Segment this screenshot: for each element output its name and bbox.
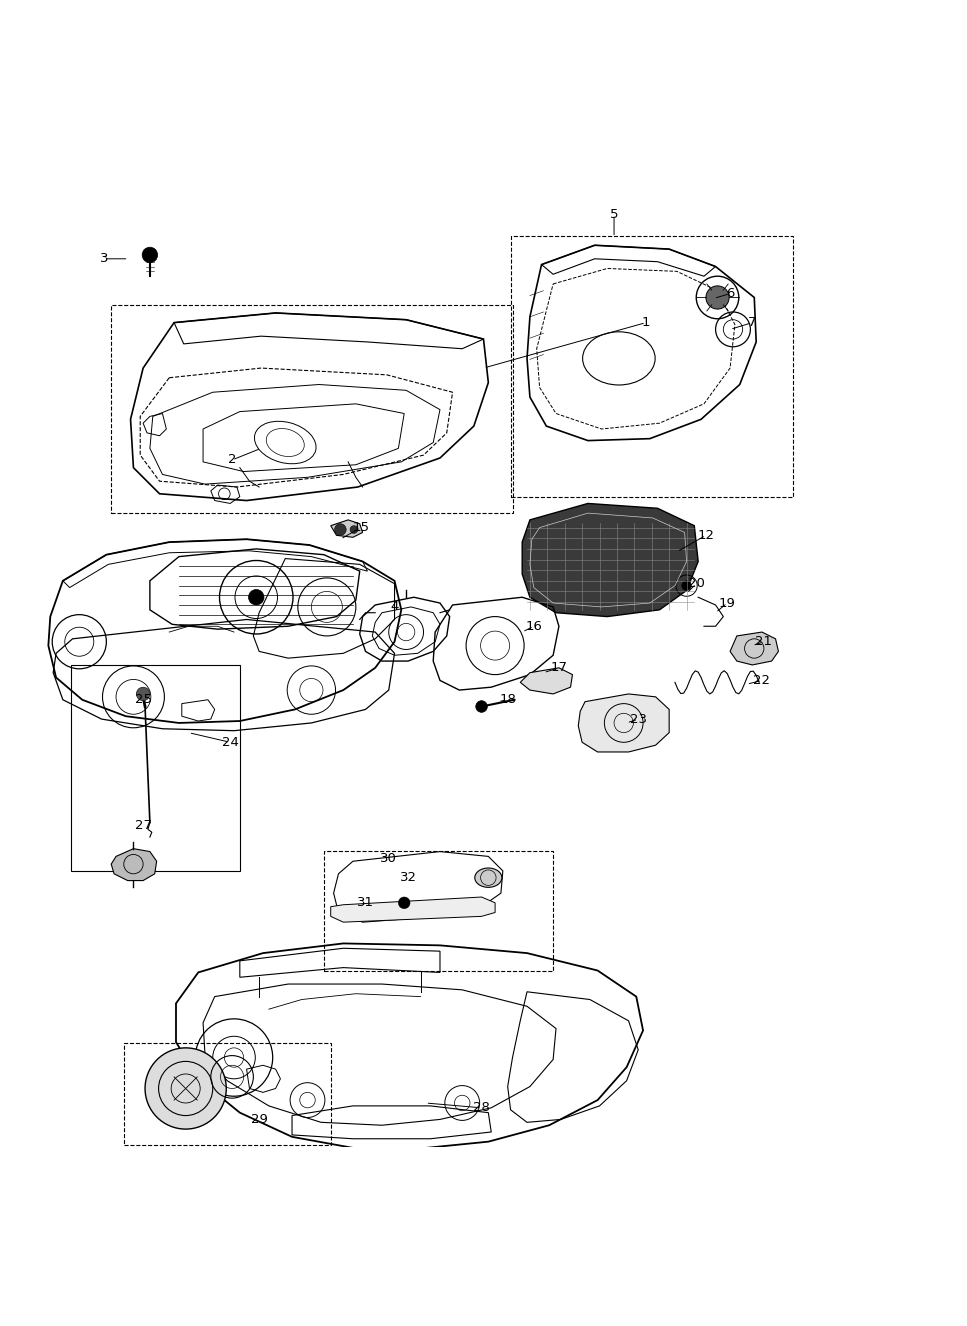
Text: 12: 12	[697, 529, 715, 542]
Circle shape	[136, 687, 150, 700]
Circle shape	[706, 286, 729, 309]
Text: 6: 6	[726, 288, 734, 300]
Text: 1: 1	[642, 316, 650, 329]
Text: 24: 24	[221, 736, 239, 749]
Text: 32: 32	[399, 871, 417, 884]
Ellipse shape	[475, 869, 502, 887]
Bar	[511, 236, 793, 497]
Circle shape	[682, 581, 691, 590]
Text: 27: 27	[134, 819, 152, 831]
Text: 28: 28	[473, 1102, 490, 1114]
Polygon shape	[522, 504, 698, 617]
Text: 2: 2	[228, 453, 236, 467]
Circle shape	[145, 1048, 226, 1130]
Text: 18: 18	[499, 693, 516, 707]
Text: 4: 4	[391, 601, 398, 614]
Text: 22: 22	[753, 674, 771, 687]
Text: 20: 20	[688, 577, 705, 590]
Polygon shape	[730, 633, 778, 664]
Text: 17: 17	[550, 662, 568, 675]
Bar	[324, 850, 553, 971]
Polygon shape	[578, 693, 669, 752]
Polygon shape	[111, 849, 157, 880]
Bar	[111, 305, 513, 513]
Bar	[71, 664, 240, 871]
Text: 16: 16	[525, 619, 542, 633]
Text: 29: 29	[250, 1113, 268, 1126]
Text: 15: 15	[352, 521, 369, 534]
Circle shape	[142, 247, 158, 263]
Circle shape	[350, 525, 358, 533]
Circle shape	[335, 524, 346, 536]
Text: 31: 31	[357, 896, 374, 910]
Bar	[124, 1044, 331, 1144]
Text: 25: 25	[134, 693, 152, 707]
Text: 23: 23	[630, 712, 647, 725]
Text: 30: 30	[380, 851, 397, 865]
Text: 3: 3	[101, 252, 108, 265]
Circle shape	[476, 700, 487, 712]
Text: 5: 5	[610, 208, 618, 221]
Polygon shape	[331, 896, 495, 922]
Polygon shape	[331, 520, 363, 537]
Text: 21: 21	[755, 635, 773, 648]
Text: 7: 7	[748, 316, 756, 329]
Circle shape	[249, 590, 264, 605]
Text: 19: 19	[718, 597, 736, 610]
Polygon shape	[520, 668, 572, 693]
Circle shape	[398, 896, 410, 908]
